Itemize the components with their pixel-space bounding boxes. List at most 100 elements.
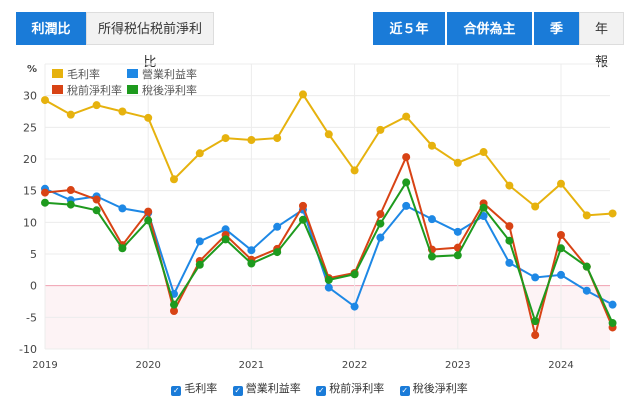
data-point [556,179,565,188]
x-tick-label: 2019 [32,360,57,371]
period-label: 近５年 [389,22,429,37]
data-point [427,252,436,261]
data-point [92,206,101,215]
data-point [324,275,333,284]
data-point [144,207,153,216]
data-point [376,233,385,242]
data-point [195,149,204,158]
data-point [324,283,333,292]
data-point [118,244,127,253]
data-point [92,195,101,204]
y-tick-label: 25 [23,121,37,134]
legend-label: 稅後淨利率 [412,382,468,395]
data-point [221,134,230,143]
data-point [582,286,591,295]
legend-label: 毛利率 [184,382,218,395]
data-point [169,300,178,309]
y-tick-label: -5 [26,311,37,324]
legend-swatch [127,85,138,94]
data-point [427,215,436,224]
data-point [221,225,230,234]
consolidation-dropdown[interactable]: 合併為主 ⌄ [447,12,532,70]
data-point [66,186,75,195]
data-point [273,248,282,257]
data-point [402,112,411,121]
y-tick-label: 30 [23,90,37,103]
y-axis-unit: % [27,64,37,75]
data-point [92,101,101,110]
annual-button[interactable]: 年報 [579,12,624,70]
data-point [169,307,178,315]
legend-label: 營業利益率 [142,67,197,81]
data-point [41,188,49,197]
data-point [582,211,591,220]
data-point [556,231,565,239]
data-point [479,212,488,220]
quarterly-button[interactable]: 季報 [534,12,579,70]
data-point [350,302,359,311]
data-point [118,204,127,213]
checkbox-icon: ✓ [171,386,182,396]
consolidation-label: 合併為主 [463,22,516,37]
legend-toggle-pretax[interactable]: ✓ 稅前淨利率 [316,382,384,396]
data-point [531,331,540,340]
data-point [479,203,488,212]
data-point [479,148,488,157]
data-point [195,260,204,269]
y-tick-label: 10 [23,216,37,229]
checkbox-icon: ✓ [399,386,410,396]
data-point [402,153,411,162]
legend-swatch [52,69,63,78]
legend-toggle-aftertax[interactable]: ✓ 稅後淨利率 [399,382,468,396]
checkbox-icon: ✓ [316,386,327,396]
series-line [44,92,613,217]
data-point [247,259,256,268]
y-tick-label: 20 [23,153,37,166]
data-point [556,270,565,279]
data-point [376,219,385,228]
data-point [505,181,514,190]
data-point [221,235,230,244]
data-point [41,198,49,207]
checkbox-icon: ✓ [232,386,243,396]
data-point [195,237,204,246]
data-point [608,300,617,309]
tab-tax-ratio[interactable]: 所得税佔税前淨利比 [86,12,214,70]
x-tick-label: 2022 [342,360,367,371]
legend-swatch [127,69,138,78]
data-point [402,178,411,187]
data-point [453,251,462,260]
legend-toggle-gross[interactable]: ✓ 毛利率 [171,382,218,396]
legend-label: 營業利益率 [245,382,301,395]
data-point [608,209,617,218]
data-point [350,166,359,175]
period-dropdown[interactable]: 近５年 ⌄ [373,12,445,70]
chevron-down-icon: ⌄ [403,55,415,70]
data-point [531,202,540,211]
data-point [531,273,540,282]
data-point [298,215,307,224]
y-tick-label: 5 [30,248,37,261]
data-point [273,222,282,231]
data-point [298,201,307,210]
legend-toggle-operating[interactable]: ✓ 營業利益率 [232,382,301,396]
data-point [505,258,514,267]
data-point [531,317,540,326]
data-point [66,200,75,209]
legend-label: 毛利率 [67,67,100,81]
y-tick-label: 0 [30,280,37,293]
bottom-legend: ✓ 毛利率 ✓ 營業利益率 ✓ 稅前淨利率 ✓ 稅後淨利率 [0,380,639,396]
data-point [350,270,359,279]
profit-ratio-chart: -10 -5 0 5 10 15 20 25 30% 2019 2020 2021 2022 2023 20… [19,63,617,371]
data-point [144,216,153,225]
legend-label: 稅後淨利率 [142,83,197,97]
data-point [247,136,256,144]
data-point [427,141,436,150]
tab-profit-ratio[interactable]: 利潤比率 [16,12,86,70]
data-point [608,319,617,328]
chevron-down-icon: ⌄ [484,55,495,70]
data-point [505,222,514,231]
legend-label: 稅前淨利率 [67,83,122,97]
data-point [144,113,153,122]
y-tick-label: 15 [23,185,37,198]
